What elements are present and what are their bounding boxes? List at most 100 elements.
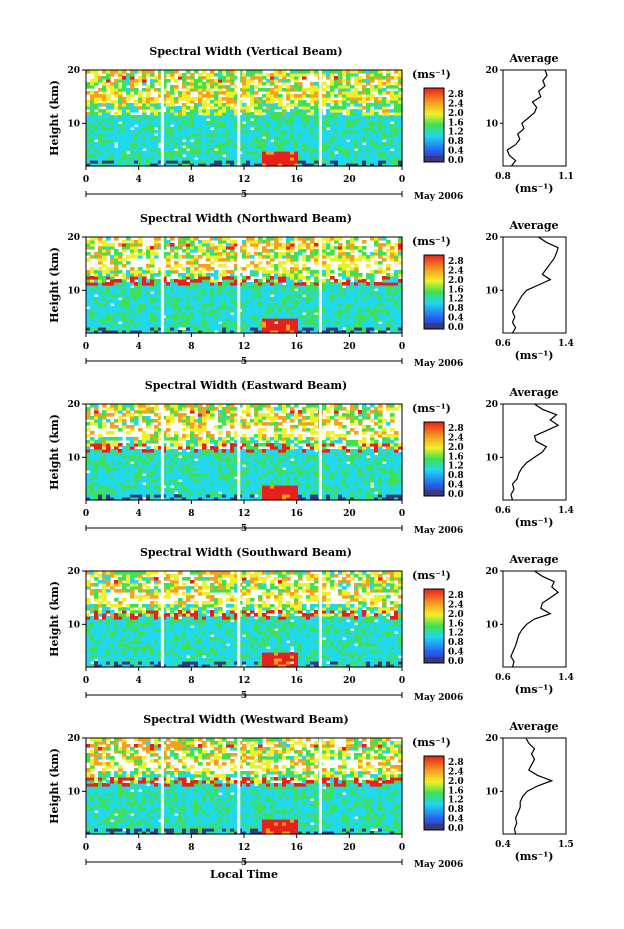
heatmap-cell (350, 318, 355, 322)
heatmap-cell (162, 237, 167, 241)
heatmap-cell (182, 85, 187, 89)
heatmap-cell (106, 488, 111, 492)
heatmap-cell (118, 243, 123, 247)
heatmap-cell (306, 237, 311, 241)
heatmap-cell (238, 106, 243, 110)
heatmap-cell (114, 452, 119, 456)
heatmap-cell (342, 124, 347, 128)
heatmap-cell (302, 327, 307, 331)
heatmap-cell (146, 121, 151, 125)
heatmap-cell (330, 136, 335, 140)
heatmap-cell (234, 103, 239, 107)
heatmap-cell (190, 294, 195, 298)
heatmap-cell (130, 73, 135, 77)
heatmap-cell (250, 300, 255, 304)
heatmap-cell (118, 157, 123, 161)
heatmap-cell (142, 321, 147, 325)
heatmap-cell (94, 416, 99, 420)
heatmap-cell (222, 276, 227, 280)
heatmap-cell (178, 243, 183, 247)
heatmap-cell (86, 85, 91, 89)
heatmap-cell (382, 243, 387, 247)
heatmap-cell (138, 413, 143, 417)
heatmap-cell (150, 124, 155, 128)
heatmap-cell (166, 255, 171, 259)
heatmap-cell (386, 142, 391, 146)
heatmap-cell (114, 270, 119, 274)
heatmap-cell (254, 154, 259, 158)
heatmap-cell (218, 318, 223, 322)
heatmap-cell (178, 115, 183, 119)
heatmap-cell (174, 312, 179, 316)
heatmap-cell (314, 154, 319, 158)
heatmap-cell (154, 154, 159, 158)
heatmap-cell (398, 118, 403, 122)
heatmap-cell (334, 291, 339, 295)
heatmap-cell (98, 321, 103, 325)
heatmap-cell (250, 133, 255, 137)
heatmap-cell (286, 121, 291, 125)
heatmap-cell (346, 309, 351, 313)
heatmap-cell (274, 309, 279, 313)
heatmap-cell (390, 288, 395, 292)
heatmap-cell (326, 145, 331, 149)
heatmap-cell (242, 309, 247, 313)
heatmap-cell (130, 479, 135, 483)
heatmap-cell (122, 404, 127, 408)
heatmap-cell (270, 312, 275, 316)
heatmap-cell (298, 288, 303, 292)
heatmap-cell (130, 118, 135, 122)
heatmap-cell (146, 136, 151, 140)
heatmap-cell (298, 163, 303, 167)
heatmap-cell (222, 270, 227, 274)
heatmap-cell (350, 139, 355, 143)
heatmap-cell (206, 294, 211, 298)
heatmap-cell (310, 324, 315, 328)
heatmap-cell (130, 157, 135, 161)
heatmap-cell (194, 309, 199, 313)
heatmap-cell (130, 124, 135, 128)
heatmap-cell (398, 127, 403, 131)
heatmap-cell (298, 276, 303, 280)
heatmap-cell (342, 309, 347, 313)
heatmap-cell (118, 279, 123, 283)
heatmap-cell (326, 264, 331, 268)
heatmap-cell (358, 142, 363, 146)
heatmap-cell (126, 130, 131, 134)
heatmap-cell (314, 130, 319, 134)
heatmap-cell (230, 246, 235, 250)
heatmap-cell (386, 70, 391, 74)
heatmap-cell (310, 312, 315, 316)
heatmap-cell (258, 142, 263, 146)
heatmap-cell (270, 249, 275, 253)
heatmap-cell (310, 115, 315, 119)
heatmap-cell (258, 300, 263, 304)
heatmap-cell (398, 121, 403, 125)
heatmap-cell (270, 321, 275, 325)
heatmap-cell (342, 103, 347, 107)
heatmap-cell (106, 282, 111, 286)
heatmap-cell (242, 133, 247, 137)
heatmap-cell (370, 288, 375, 292)
heatmap-cell (330, 85, 335, 89)
heatmap-cell (242, 142, 247, 146)
heatmap-cell (330, 276, 335, 280)
heatmap-cell (130, 252, 135, 256)
heatmap-cell (126, 243, 131, 247)
heatmap-cell (342, 270, 347, 274)
heatmap-cell (118, 285, 123, 289)
heatmap-cell (222, 306, 227, 310)
heatmap-cell (234, 145, 239, 149)
heatmap-cell (126, 127, 131, 131)
heatmap-cell (394, 306, 399, 310)
heatmap-cell (206, 73, 211, 77)
heatmap-cell (282, 303, 287, 307)
heatmap-cell (314, 324, 319, 328)
heatmap-cell (190, 434, 195, 438)
heatmap-cell (122, 330, 127, 334)
heatmap-cell (294, 270, 299, 274)
heatmap-cell (162, 160, 167, 164)
average-unit: (ms⁻¹) (515, 349, 554, 362)
heatmap-cell (246, 154, 251, 158)
heatmap-cell (246, 142, 251, 146)
